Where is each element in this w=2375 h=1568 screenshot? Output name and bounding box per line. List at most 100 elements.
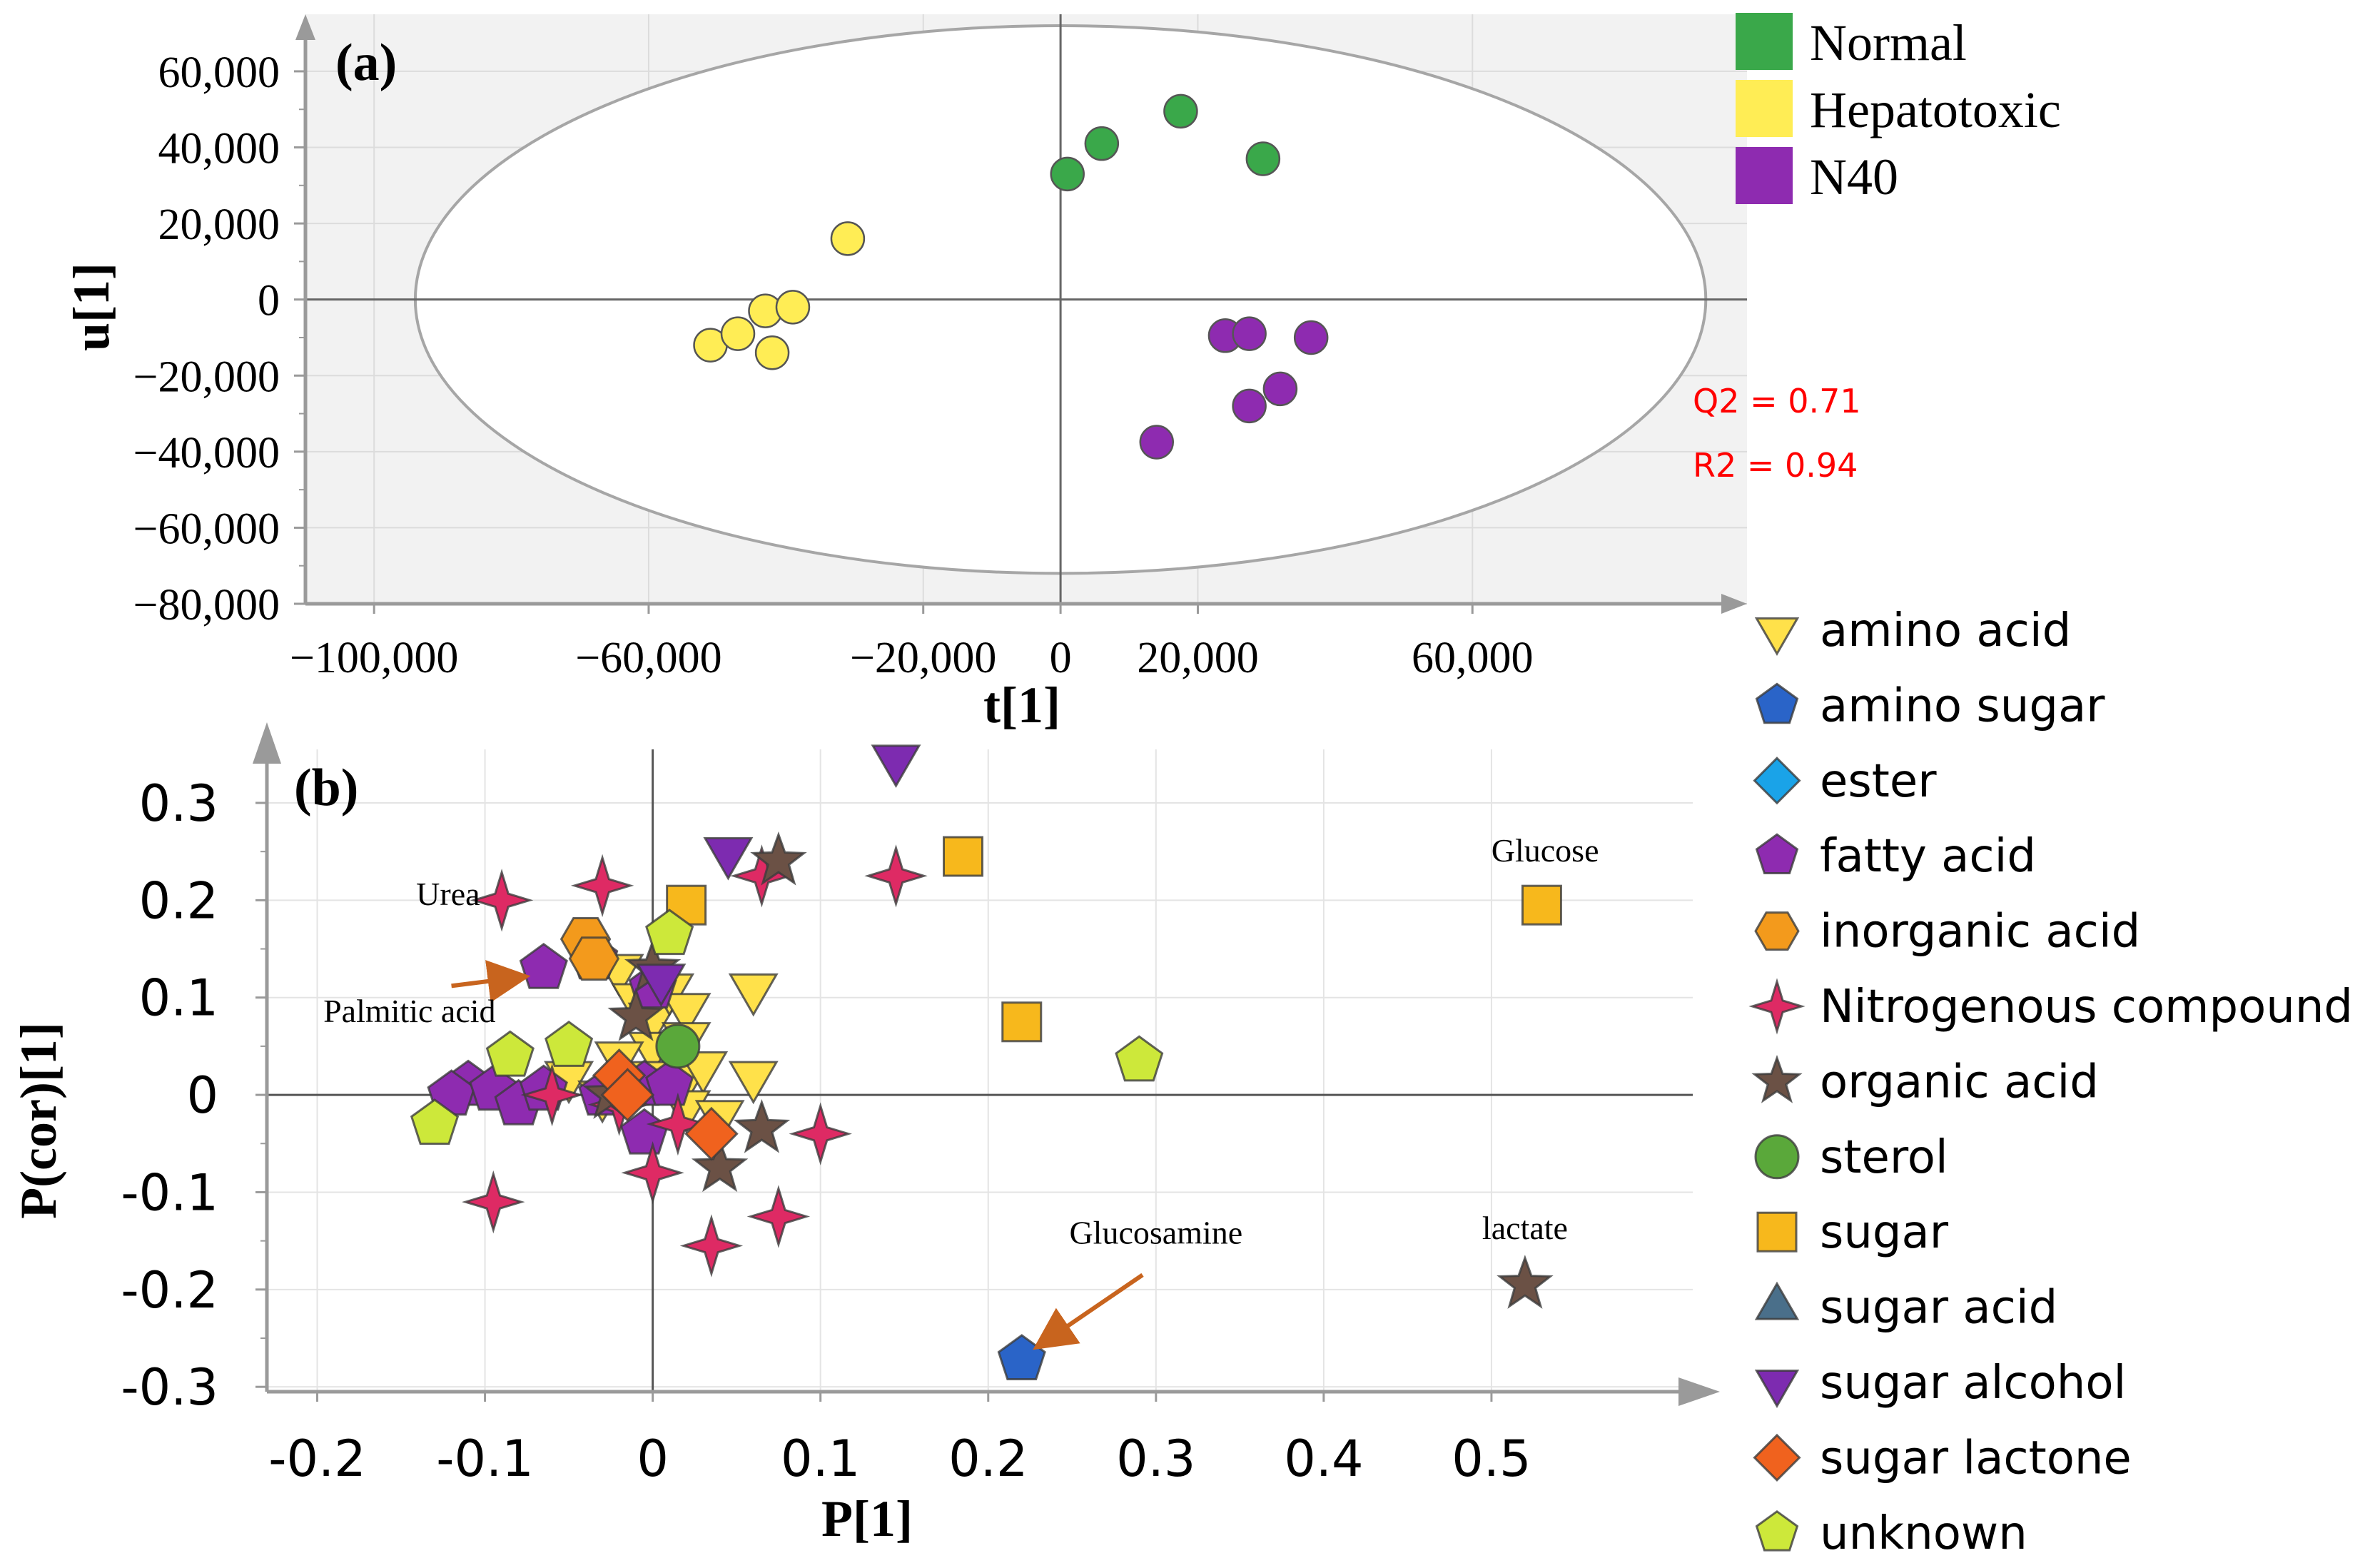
- panel-a-y-tick-label: −40,000: [133, 429, 280, 477]
- legend-label-hepatotoxic: Hepatotoxic: [1810, 81, 2061, 138]
- legend-marker-unknown: [1755, 1509, 1799, 1552]
- legend-label-unknown: unknown: [1820, 1507, 2027, 1560]
- panel-b: -0.2 -0.1 0 0.1 0.2 0.3 0.4 0.5 0.30.20.10-0.1-…: [10, 605, 2353, 1560]
- label-glucosamine: Glucosamine: [1069, 1215, 1242, 1251]
- legend-label-ester: ester: [1820, 755, 1937, 808]
- panel-a-x-tick-label: −20,000: [850, 634, 996, 682]
- panel-a-y-axis-arrow-icon: [295, 14, 315, 40]
- panel-a-y-tick-label: 40,000: [158, 125, 280, 173]
- panel-b-y-tick-label: -0.2: [121, 1261, 218, 1320]
- point-unknown: [1115, 1035, 1164, 1082]
- point-sugar-lactone: [600, 1068, 655, 1122]
- point-nitrogenous-compound: [746, 1185, 811, 1248]
- panel-b-x-tick-label: -0.2: [268, 1430, 366, 1488]
- label-lactate: lactate: [1482, 1210, 1568, 1246]
- panel-a-x-tick-label: 0: [1050, 634, 1072, 682]
- legend-marker-sterol: [1754, 1134, 1800, 1180]
- panel-a-x-tick-label: 20,000: [1137, 634, 1259, 682]
- legend-label-sugar: sugar: [1820, 1206, 1949, 1259]
- panel-b-x-tick-label: 0.1: [781, 1430, 860, 1488]
- legend-marker-amino-acid: [1754, 617, 1800, 656]
- panel-b-y-tick-label: 0.3: [139, 774, 218, 833]
- legend-label-nitrogenous-compound: Nitrogenous compound: [1820, 981, 2353, 1033]
- point-n40: [1232, 388, 1267, 424]
- panel-a-y-tick-label: −20,000: [133, 353, 280, 401]
- panel-b-y-tick-label: 0: [186, 1066, 218, 1125]
- callout-arrow-0: [451, 960, 531, 1003]
- panel-a-x-axis-arrow-icon: [1721, 594, 1747, 614]
- panel-b-x-axis-arrow-icon: [1678, 1377, 1720, 1406]
- panel-a-y-tick-label: 20,000: [158, 201, 280, 249]
- panel-a-label: (a): [335, 34, 397, 92]
- legend-label-sugar-lactone: sugar lactone: [1820, 1432, 2132, 1484]
- point-normal: [1050, 156, 1085, 192]
- legend-marker-sugar: [1756, 1211, 1798, 1253]
- legend-label-amino-sugar: amino sugar: [1820, 679, 2105, 732]
- legend-marker-organic-acid: [1751, 1054, 1803, 1103]
- panel-b-x-tick-label: 0.2: [948, 1430, 1028, 1488]
- point-nitrogenous-compound: [864, 844, 928, 908]
- panel-b-y-tick-label: 0.2: [139, 871, 218, 930]
- point-nitrogenous-compound: [789, 1102, 852, 1165]
- legend-label-amino-acid: amino acid: [1820, 605, 2071, 657]
- label-glucose: Glucose: [1492, 832, 1599, 869]
- point-amino-acid: [728, 1061, 779, 1105]
- point-nitrogenous-compound: [646, 1092, 710, 1156]
- point-organic-acid: [733, 1098, 791, 1153]
- panel-a-x-tick-label: −60,000: [575, 634, 721, 682]
- panel-a-y-tick-label: 60,000: [158, 49, 280, 97]
- legend-label-n40: N40: [1810, 148, 1898, 206]
- point-fatty-acid: [645, 1059, 694, 1106]
- panel-b-y-tick-label: -0.1: [121, 1163, 218, 1222]
- panel-a-x-label: t[1]: [983, 677, 1060, 734]
- panel-a-zero-lines: [305, 14, 1747, 604]
- legend-marker-sugar-lactone: [1753, 1433, 1801, 1482]
- legend-marker-inorganic-acid: [1754, 911, 1800, 951]
- point-sugar-alcohol: [636, 963, 687, 1007]
- point-sterol: [655, 1023, 701, 1069]
- point-n40: [1139, 425, 1175, 460]
- panel-a-points: [693, 93, 1329, 460]
- panel-b-point-labels: Glucose Urea Palmitic acid Glucosamine l…: [323, 832, 1599, 1251]
- panel-b-axes: [253, 722, 1720, 1406]
- point-unknown: [410, 1098, 460, 1145]
- point-unknown: [545, 1021, 594, 1067]
- point-hepatotoxic: [830, 221, 866, 256]
- legend-marker-sugar-alcohol: [1754, 1370, 1800, 1408]
- point-normal: [1245, 141, 1281, 176]
- legend-swatch-normal: [1736, 13, 1793, 70]
- point-sugar-alcohol: [703, 837, 754, 881]
- point-normal: [1084, 126, 1120, 161]
- point-nitrogenous-compound: [470, 869, 534, 932]
- point-sugar-alcohol: [871, 744, 921, 788]
- r2-annotation: R2 = 0.94: [1693, 446, 1858, 485]
- point-organic-acid: [691, 1138, 749, 1193]
- panel-b-points: [410, 744, 1562, 1380]
- point-amino-sugar: [997, 1334, 1046, 1380]
- point-nitrogenous-compound: [570, 854, 634, 918]
- point-amino-acid: [728, 973, 779, 1017]
- legend-marker-nitrogenous-compound: [1748, 978, 1806, 1035]
- panel-b-y-axis-arrow-icon: [253, 722, 281, 764]
- point-n40: [1293, 320, 1329, 355]
- legend-marker-amino-sugar: [1755, 682, 1799, 724]
- point-inorganic-acid: [568, 936, 620, 981]
- panel-a-y-tick-label: −80,000: [133, 581, 280, 629]
- legend-swatch-hepatotoxic: [1736, 80, 1793, 137]
- point-n40: [1262, 371, 1298, 407]
- panel-a-y-label: u[1]: [63, 263, 120, 351]
- panel-b-x-tick-label: 0: [637, 1430, 669, 1488]
- point-normal: [1163, 93, 1198, 129]
- panel-a-x-tick-label: 60,000: [1412, 634, 1534, 682]
- panel-b-x-tick-label: 0.4: [1284, 1430, 1363, 1488]
- panel-a: −100,000 −60,000 −20,000 0 20,000 60,000 60,0…: [63, 13, 2061, 734]
- point-fatty-acid: [519, 942, 568, 989]
- panel-b-y-tick-label: -0.3: [121, 1358, 218, 1417]
- panel-a-axes: [295, 14, 1747, 614]
- label-urea: Urea: [416, 876, 480, 912]
- q2-annotation: Q2 = 0.71: [1693, 382, 1861, 420]
- point-hepatotoxic: [754, 335, 790, 370]
- legend-marker-sugar-acid: [1754, 1281, 1800, 1320]
- panel-b-y-ticks: 0.3 0.2 0.1 0 -0.1 -0.2 -0.3: [121, 774, 267, 1417]
- panel-a-legend: Normal Hepatotoxic N40: [1736, 13, 2061, 206]
